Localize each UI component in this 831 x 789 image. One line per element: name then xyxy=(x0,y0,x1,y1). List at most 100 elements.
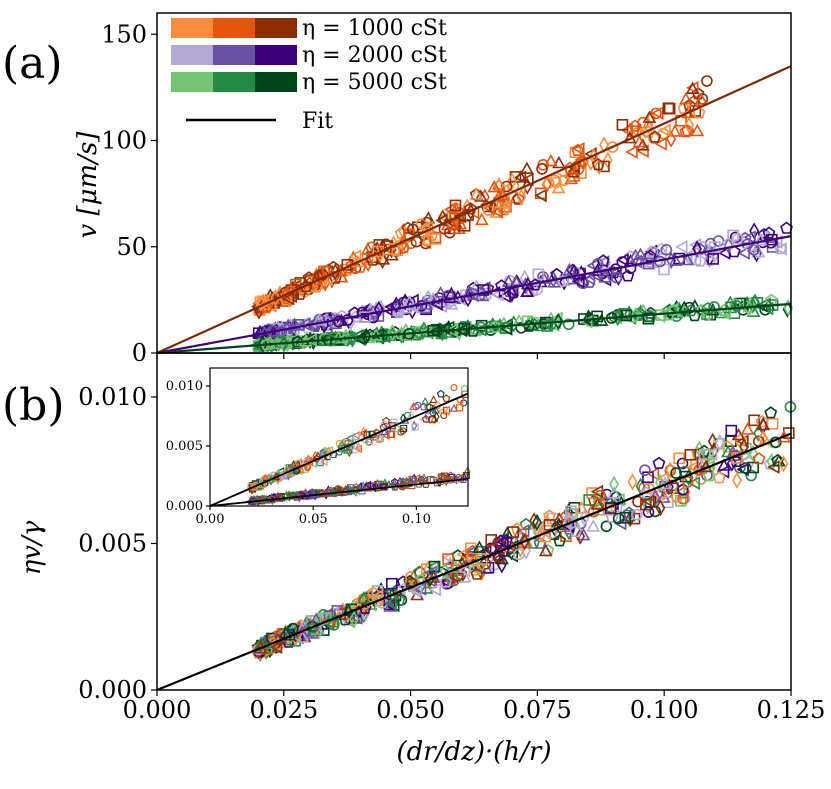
data-point xyxy=(558,174,571,187)
data-point xyxy=(552,155,566,169)
inset-data-point xyxy=(387,430,396,439)
data-point xyxy=(642,110,657,123)
data-point xyxy=(688,309,702,322)
data-point xyxy=(692,240,702,258)
data-point xyxy=(732,471,742,489)
data-point xyxy=(684,304,698,317)
y-tick-label: 50 xyxy=(116,233,147,261)
inset-data-point xyxy=(351,446,359,454)
data-point xyxy=(394,226,408,239)
data-point xyxy=(648,130,662,143)
y-tick-label: 0.010 xyxy=(166,379,203,394)
x-tick-label: 0.10 xyxy=(402,512,431,527)
panel-b-label: (b) xyxy=(2,380,65,431)
data-point xyxy=(574,501,589,514)
inset-xticks: 0.00 0.05 0.10 xyxy=(196,506,431,527)
data-point xyxy=(473,189,488,202)
inset-data-point xyxy=(442,406,451,414)
data-point xyxy=(361,327,372,345)
data-point xyxy=(576,527,591,541)
data-point xyxy=(426,560,439,574)
data-point xyxy=(598,160,610,173)
data-point xyxy=(409,583,423,598)
data-point xyxy=(543,519,556,531)
data-point xyxy=(449,199,462,212)
data-point xyxy=(571,274,585,289)
inset-data-point xyxy=(443,475,450,487)
data-point xyxy=(359,311,371,324)
data-point xyxy=(666,130,677,148)
data-point xyxy=(424,565,437,580)
legend-item-5000: η = 5000 cSt xyxy=(171,70,447,95)
data-point xyxy=(679,91,693,105)
data-point xyxy=(291,335,305,348)
panel-b-inset: 0.000 0.005 0.010 0.00 0.05 0.10 xyxy=(166,367,471,527)
inset-data-point xyxy=(301,465,309,473)
data-point xyxy=(684,448,697,461)
inset-data-point xyxy=(304,461,311,473)
legend-item-fit: Fit xyxy=(186,109,333,134)
data-point xyxy=(472,540,487,553)
data-point xyxy=(607,486,621,499)
x-tick-label: 0.075 xyxy=(503,696,572,724)
legend-swatch-1000-dark xyxy=(255,18,297,38)
data-point xyxy=(311,622,326,635)
inset-data-point xyxy=(329,487,338,496)
data-point xyxy=(717,458,731,471)
data-point xyxy=(677,101,691,114)
data-point xyxy=(670,467,682,479)
data-point xyxy=(312,313,327,326)
data-point xyxy=(311,612,322,630)
data-point xyxy=(532,268,545,281)
y-tick-label: 100 xyxy=(101,127,147,155)
data-point xyxy=(766,417,779,430)
data-point xyxy=(707,253,720,265)
x-tick-label: 0.025 xyxy=(249,696,318,724)
data-point xyxy=(755,414,769,428)
data-point xyxy=(778,455,789,473)
data-point xyxy=(709,245,720,264)
data-point xyxy=(774,242,787,255)
data-point xyxy=(319,612,332,624)
data-point xyxy=(582,271,596,286)
inset-data-point xyxy=(281,492,289,501)
data-point xyxy=(616,253,629,267)
inset-data-point xyxy=(412,474,421,483)
data-point xyxy=(470,567,484,580)
fit-collapsed-line xyxy=(156,432,792,692)
inset-data-point xyxy=(269,494,276,506)
data-point xyxy=(331,330,346,344)
data-point xyxy=(701,75,713,87)
data-point xyxy=(559,509,573,522)
inset-data-point xyxy=(337,445,345,453)
data-point xyxy=(627,473,638,491)
data-point xyxy=(612,512,625,525)
data-point xyxy=(428,582,442,597)
data-point xyxy=(500,180,513,193)
inset-data-point xyxy=(421,415,430,423)
legend-label-fit: Fit xyxy=(302,109,333,134)
data-point xyxy=(571,143,585,156)
data-point xyxy=(592,496,606,509)
data-point xyxy=(621,269,635,282)
inset-data-point xyxy=(381,431,390,440)
inset-data-point xyxy=(436,389,445,398)
data-point xyxy=(565,165,580,178)
inset-data-point xyxy=(412,403,420,411)
legend-item-1000: η = 1000 cSt xyxy=(171,16,447,41)
legend-item-2000: η = 2000 cSt xyxy=(171,43,447,68)
data-point xyxy=(693,254,707,267)
panel-b-fits xyxy=(156,432,792,692)
data-point xyxy=(609,475,619,493)
data-point xyxy=(348,249,362,264)
data-point xyxy=(510,274,521,293)
data-point xyxy=(529,512,540,530)
data-point xyxy=(616,119,629,131)
data-point xyxy=(536,271,551,284)
panel-a-ylabel: v [μm/s] xyxy=(73,131,103,239)
data-point xyxy=(406,223,419,236)
data-point xyxy=(654,473,665,492)
data-point xyxy=(505,548,519,563)
data-point xyxy=(714,305,729,319)
inset-data-point xyxy=(404,411,412,419)
